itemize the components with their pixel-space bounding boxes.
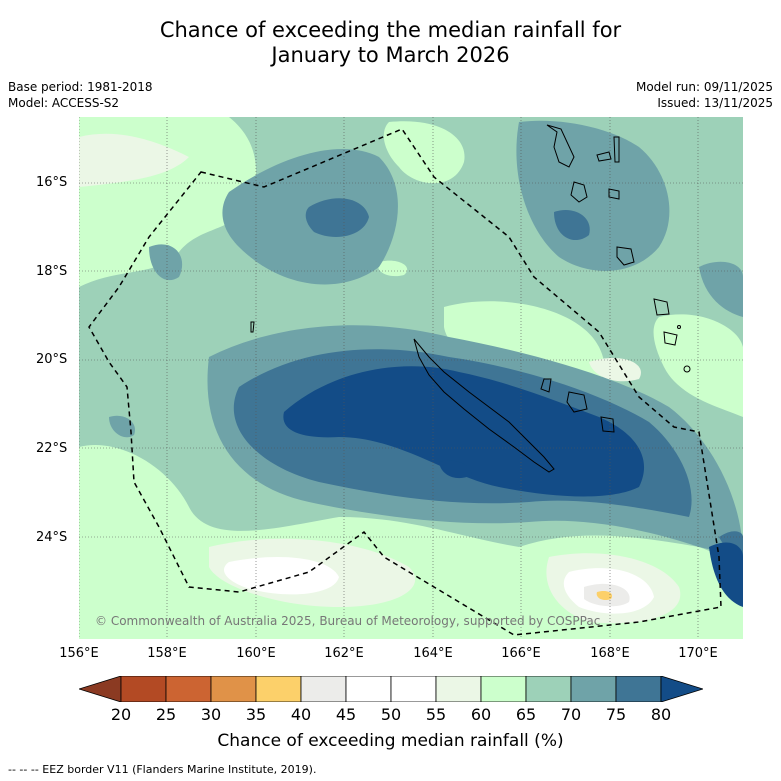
colorbar-segment-35-40 [255,676,302,702]
model-name: Model: ACCESS-S2 [8,96,120,110]
region-60-65-north [383,121,465,184]
map-title: Chance of exceeding the median rainfall … [0,18,781,68]
loyalty-island-ouvea [540,378,552,393]
lon-label-166e: 166°E [501,646,541,661]
base-period: Base period: 1981-2018 [8,80,153,94]
colorbar-tick-30: 30 [200,705,222,724]
colorbar-segment-75-80 [615,676,662,702]
vanuatu-ambrym [608,188,620,200]
lat-label-22s: 22°S [36,441,68,456]
model-run: Model run: 09/11/2025 [635,80,773,94]
colorbar-segment-20-25 [120,676,167,702]
colorbar-tick-20: 20 [110,705,132,724]
title-line-1: Chance of exceeding the median rainfall … [159,18,622,42]
colorbar-segment-25-30 [165,676,212,702]
region-55-60-east [589,358,641,382]
colorbar-tick-50: 50 [380,705,402,724]
meta-left: Base period: 1981-2018 Model: ACCESS-S2 [8,79,153,111]
lon-label-164e: 164°E [413,646,453,661]
meta-right: Model run: 09/11/2025 Issued: 13/11/2025 [636,79,773,111]
lat-label-20s: 20°S [36,352,68,367]
new-caledonia-coastline [413,338,555,473]
region-80-plus-small [439,460,472,479]
region-70-75-small-west [109,415,135,438]
lat-label-24s: 24°S [36,530,68,545]
copyright-notice: © Commonwealth of Australia 2025, Bureau… [95,614,601,628]
colorbar-tick-75: 75 [605,705,627,724]
lat-label-18s: 18°S [36,264,68,279]
colorbar-tick-25: 25 [155,705,177,724]
colorbar-segment-30-35 [210,676,257,702]
lon-label-162e: 162°E [324,646,364,661]
colorbar [79,676,703,702]
region-75-80-north [305,198,369,237]
lon-label-160e: 160°E [236,646,276,661]
lon-label-170e: 170°E [678,646,718,661]
vanuatu-tanna [663,331,678,346]
colorbar-segment-65-70 [525,676,572,702]
colorbar-segment-70-75 [570,676,617,702]
colorbar-tick-60: 60 [470,705,492,724]
region-45-55-south [224,557,339,595]
colorbar-segments [79,676,703,702]
chesterfield-islands [250,321,255,333]
region-75-80-northeast [554,209,590,241]
vanuatu-pentecost [613,136,620,163]
colorbar-title: Chance of exceeding median rainfall (%) [217,731,564,751]
region-70-75-northeast [516,120,670,271]
region-80-plus-central [283,366,645,497]
loyalty-island-mare [600,416,615,433]
colorbar-segment-50-55 [390,676,437,702]
region-35-40-southeast [596,590,613,601]
colorbar-tick-55: 55 [425,705,447,724]
map-area [79,117,743,639]
colorbar-segment-55-60 [435,676,482,702]
colorbar-tick-65: 65 [515,705,537,724]
colorbar-arrow-high [660,676,703,702]
lon-label-158e: 158°E [147,646,187,661]
colorbar-segment-60-65 [480,676,527,702]
vanuatu-islet [677,325,681,329]
vanuatu-erromango [653,298,670,316]
vanuatu-malakula [570,181,588,203]
eez-border [88,128,722,636]
loyalty-island-lifou [566,391,588,413]
colorbar-tick-35: 35 [245,705,267,724]
vanuatu-island [596,151,612,162]
colorbar-tick-45: 45 [335,705,357,724]
region-60-65-small [378,260,408,277]
lat-label-16s: 16°S [36,175,68,190]
colorbar-segment-40-45 [300,676,347,702]
colorbar-tick-40: 40 [290,705,312,724]
title-line-2: January to March 2026 [271,43,510,67]
region-55-60-northwest [79,133,189,187]
lon-label-156e: 156°E [59,646,99,661]
colorbar-segment-45-50 [345,676,392,702]
issued-date: Issued: 13/11/2025 [657,96,773,110]
region-80-plus-southeast [709,542,743,607]
colorbar-tick-80: 80 [650,705,672,724]
colorbar-tick-70: 70 [560,705,582,724]
lon-label-168e: 168°E [590,646,630,661]
region-70-75-east-edge [699,261,743,317]
vanuatu-efate [616,246,635,266]
gridlines [79,117,743,639]
eez-legend-note: -- -- -- EEZ border V11 (Flanders Marine… [8,763,317,776]
vanuatu-espiritu-santo [546,124,575,168]
probability-map [79,117,743,639]
colorbar-arrow-low [79,676,122,702]
vanuatu-aneityum [683,365,691,373]
